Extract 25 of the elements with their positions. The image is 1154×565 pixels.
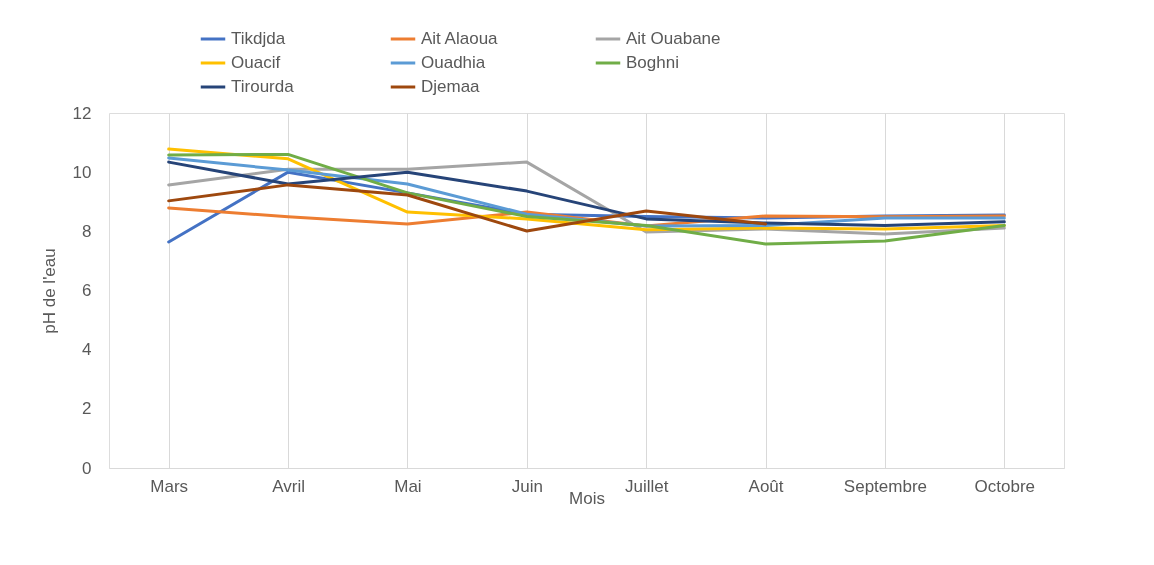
legend-label: Ait Ouabane [626, 29, 721, 48]
legend-label: Tikdjda [231, 29, 286, 48]
y-tick-label: 10 [72, 162, 92, 182]
legend-label: Ouacif [231, 53, 281, 72]
y-tick-label: 6 [82, 281, 92, 300]
y-tick-label: 2 [82, 399, 92, 419]
y-tick-label: 4 [82, 340, 92, 360]
legend-label: Djemaa [421, 77, 481, 96]
legend-label: Ait Alaoua [421, 29, 499, 48]
y-tick-label: 0 [82, 458, 92, 478]
x-tick-label: Octobre [974, 476, 1036, 496]
legend-label: Ouadhia [421, 53, 486, 72]
legend-label: Tirourda [231, 77, 295, 96]
x-tick-label: Mai [394, 476, 422, 496]
x-tick-label: Août [748, 476, 784, 496]
legend-label: Boghni [626, 53, 679, 72]
y-tick-label: 8 [82, 221, 92, 241]
x-tick-label: Septembre [843, 476, 928, 496]
y-axis-title: pH de l'eau [39, 248, 59, 334]
x-tick-label: Juin [511, 476, 543, 496]
x-tick-label: Juillet [624, 476, 669, 496]
y-tick-label: 12 [72, 103, 92, 123]
x-tick-label: Avril [272, 476, 305, 496]
x-tick-label: Mars [150, 476, 189, 496]
x-axis-title: Mois [569, 488, 605, 508]
